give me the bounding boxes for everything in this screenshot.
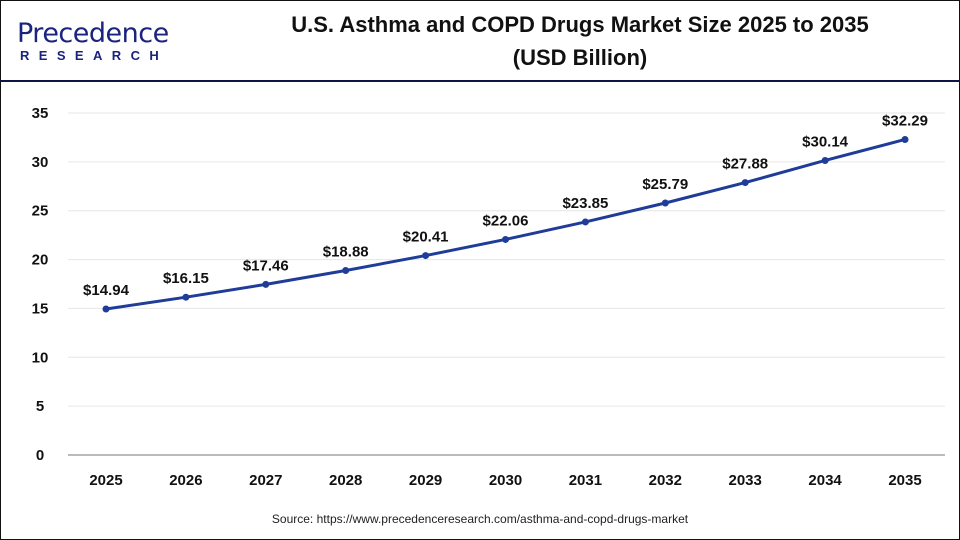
data-point	[901, 135, 909, 143]
data-point	[821, 156, 829, 164]
data-point	[342, 267, 350, 275]
data-label: $27.88	[722, 156, 768, 173]
x-tick-label: 2031	[569, 472, 602, 489]
data-point	[502, 235, 509, 243]
data-point	[422, 252, 430, 260]
y-tick-label: 0	[36, 447, 44, 464]
x-tick-label: 2034	[808, 472, 842, 489]
data-label: $20.41	[403, 229, 449, 246]
data-label: $23.85	[562, 195, 608, 212]
y-tick-label: 5	[36, 398, 44, 415]
data-label: $30.14	[802, 133, 849, 150]
data-point	[182, 293, 190, 301]
data-point	[661, 199, 669, 207]
title-line-2: (USD Billion)	[512, 45, 648, 70]
x-tick-label: 2026	[169, 472, 202, 489]
data-label: $25.79	[642, 176, 688, 193]
x-tick-label: 2033	[729, 472, 762, 489]
data-label: $14.94	[83, 282, 130, 299]
chart-title: U.S. Asthma and COPD Drugs Market Size 2…	[200, 8, 960, 74]
header-divider	[0, 80, 960, 82]
data-label: $32.29	[882, 112, 928, 129]
x-tick-label: 2027	[249, 472, 282, 489]
logo-wordmark: Precedence	[17, 18, 169, 49]
data-point	[741, 179, 749, 187]
data-point	[102, 305, 110, 313]
data-label: $17.46	[243, 257, 289, 274]
logo-subtitle: RESEARCH	[20, 48, 169, 63]
y-tick-label: 35	[32, 105, 49, 122]
y-tick-label: 25	[32, 203, 49, 220]
x-tick-label: 2025	[89, 472, 122, 489]
data-label: $18.88	[323, 244, 369, 261]
x-tick-label: 2035	[888, 472, 921, 489]
logo: Precedence RESEARCH	[17, 18, 169, 63]
data-label: $22.06	[483, 212, 529, 229]
title-line-1: U.S. Asthma and COPD Drugs Market Size 2…	[291, 12, 869, 37]
y-tick-label: 10	[32, 349, 49, 366]
y-tick-label: 30	[32, 154, 49, 171]
y-tick-label: 15	[32, 300, 49, 317]
y-tick-label: 20	[32, 252, 49, 269]
data-point	[581, 218, 589, 226]
data-point	[262, 280, 270, 288]
x-tick-label: 2029	[409, 472, 442, 489]
x-tick-label: 2032	[649, 472, 682, 489]
data-label: $16.15	[163, 270, 209, 287]
x-tick-label: 2030	[489, 472, 522, 489]
x-tick-label: 2028	[329, 472, 362, 489]
source-note: Source: https://www.precedenceresearch.c…	[271, 512, 689, 526]
